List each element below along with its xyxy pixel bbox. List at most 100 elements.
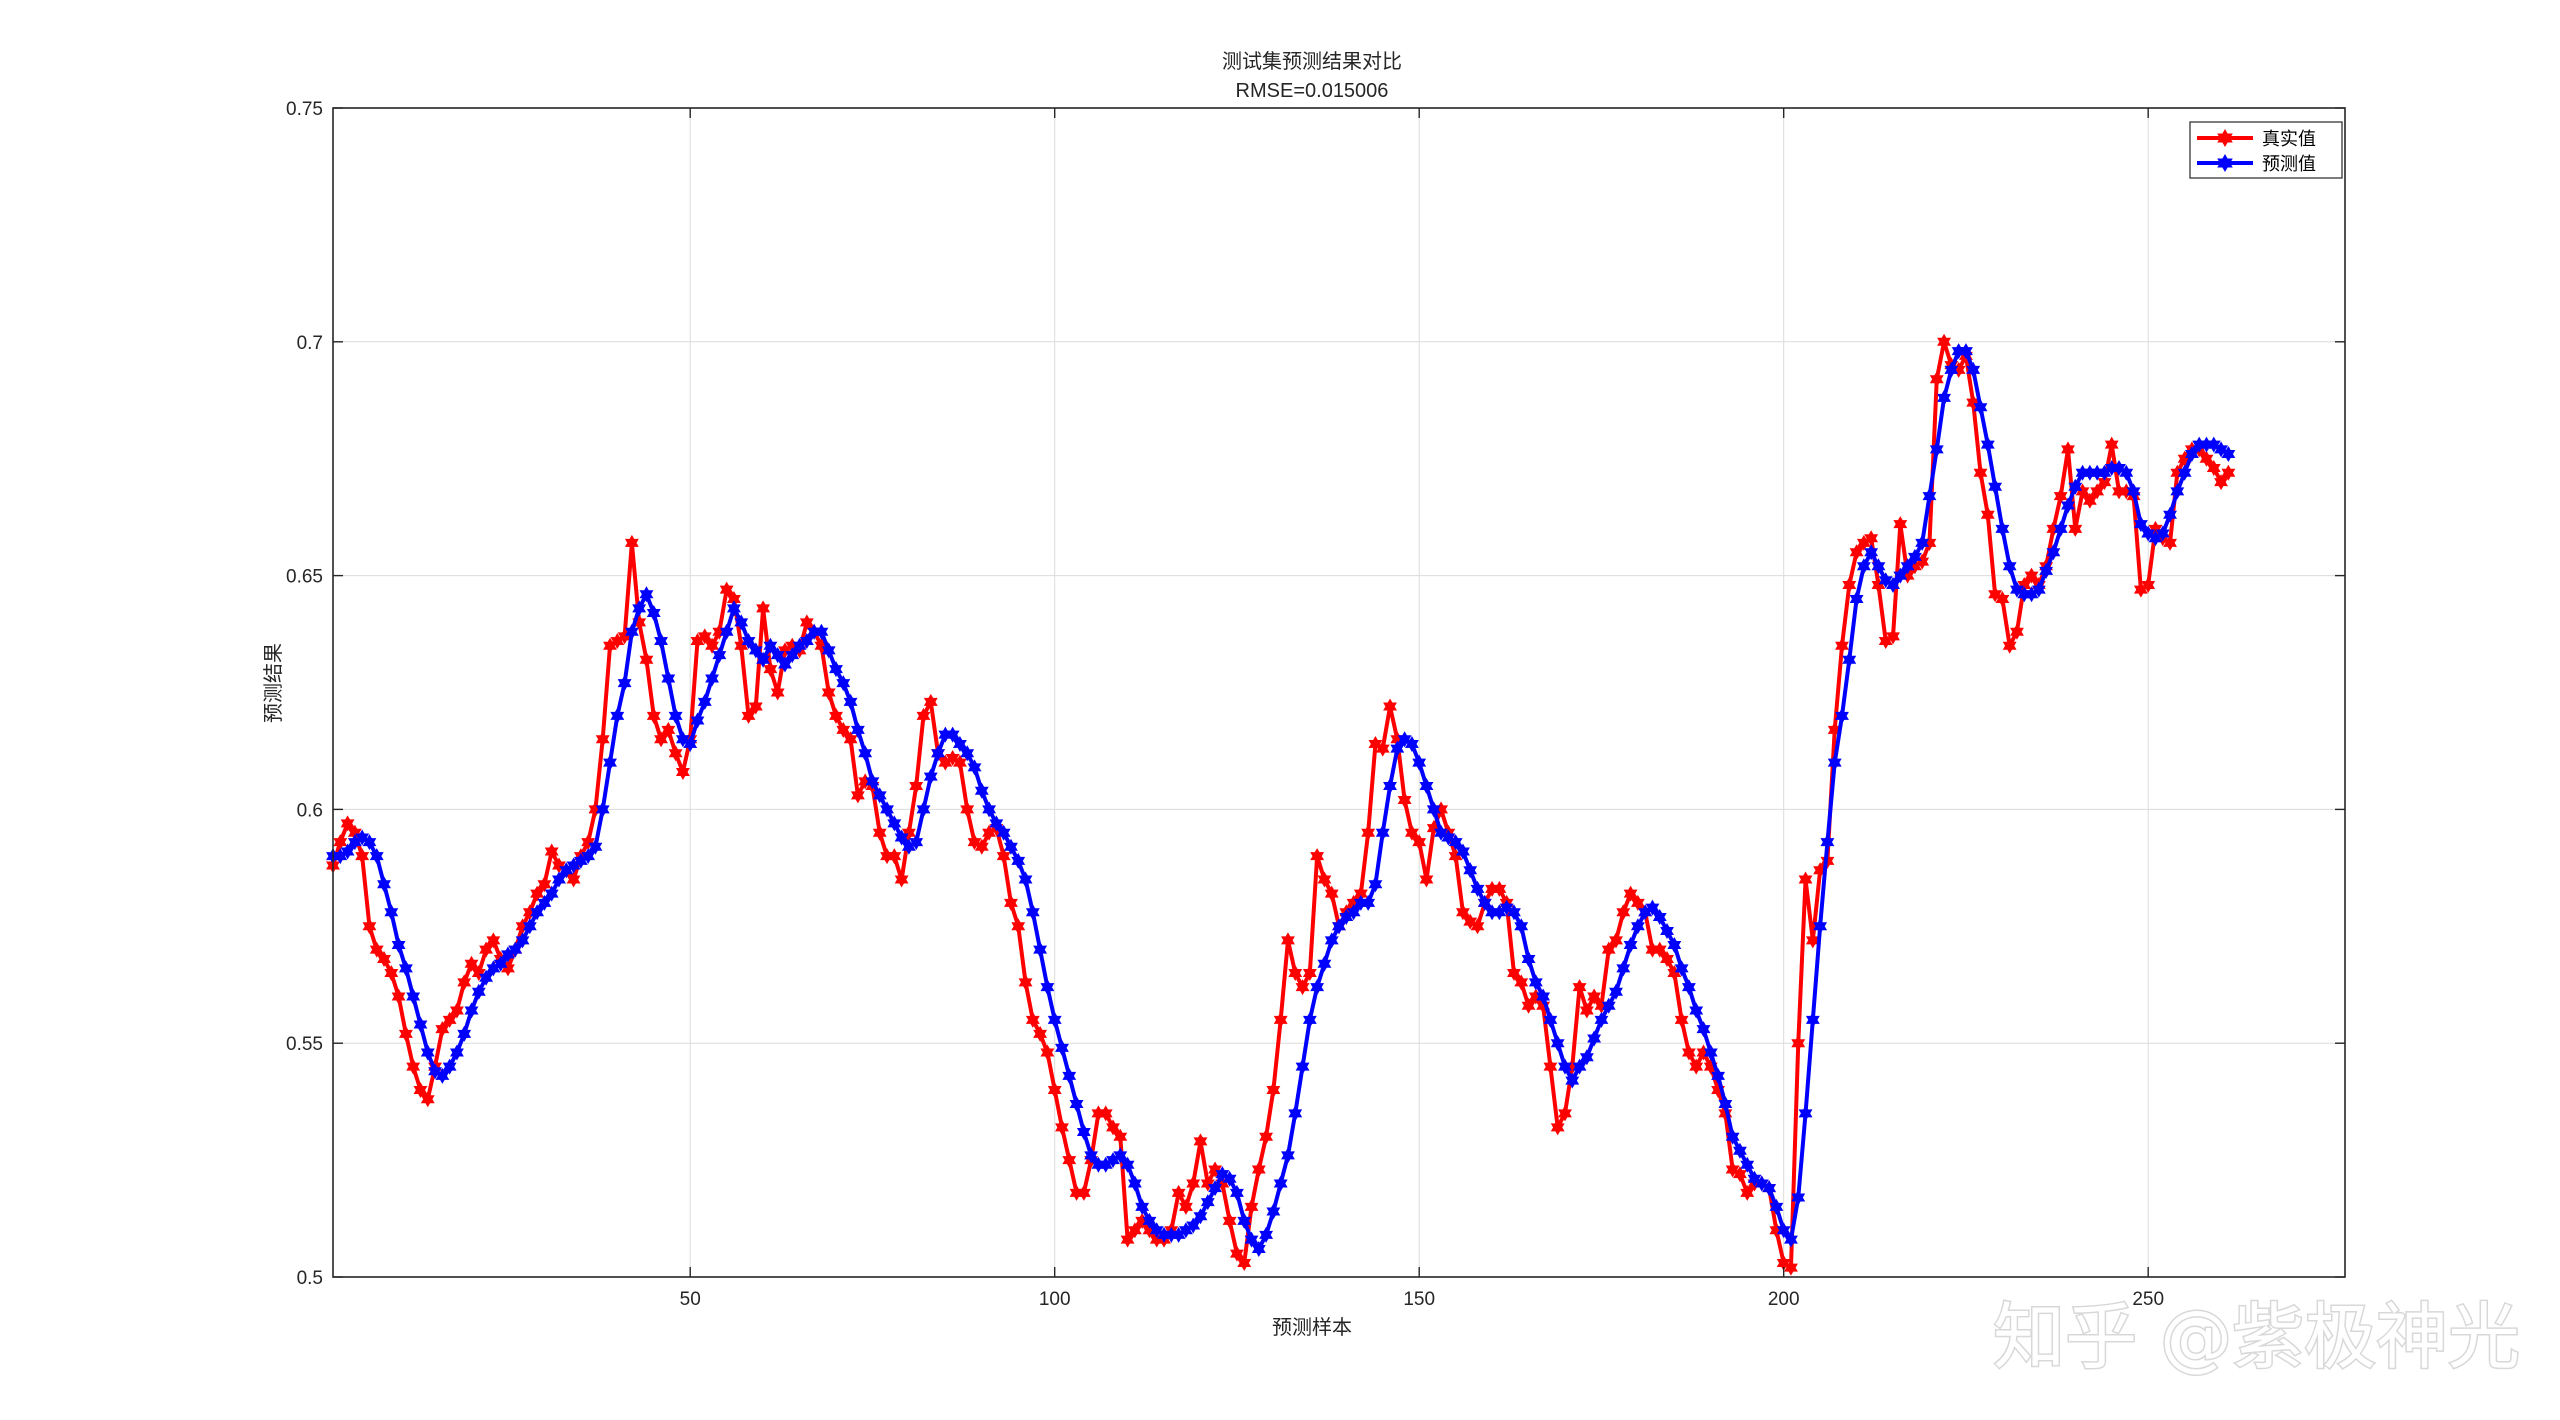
data-point [705,637,719,654]
data-point [1011,852,1026,869]
data-point [1864,544,1879,561]
legend-label-pred: 预测值 [2262,154,2316,175]
data-point [1601,941,1616,958]
data-point [1820,834,1835,851]
data-point [1324,932,1339,949]
data-point [2061,497,2075,514]
data-point [697,628,712,645]
data-point [1244,1231,1259,1248]
data-point [1805,932,1820,949]
data-point [1929,441,1944,458]
data-point [2002,637,2017,654]
data-point [1033,1025,1048,1042]
data-point [588,838,603,855]
data-point [741,707,756,724]
data-point [967,759,982,776]
data-point [595,731,610,748]
data-point [748,642,763,659]
data-point [1980,506,1995,523]
data-point [741,633,756,650]
chart-subtitle: RMSE=0.015006 [1236,80,1389,102]
data-point [1251,1240,1266,1257]
data-point [1733,1166,1747,1183]
data-point [1025,1011,1040,1028]
data-point [2155,525,2170,542]
data-point [1776,1222,1791,1239]
data-point [1368,735,1383,752]
x-tick-label: 150 [1403,1289,1435,1310]
data-point [1572,1058,1587,1075]
data-point [1230,1245,1244,1262]
data-point [1040,979,1055,996]
data-point [1346,904,1361,921]
y-axis-label: 预测结果 [261,643,285,723]
data-point [1791,1035,1806,1052]
data-point [1762,1180,1777,1197]
data-point [1390,740,1405,757]
data-point [1076,1184,1091,1201]
data-point [464,1002,479,1019]
data-point [471,983,486,1000]
data-point [960,801,975,818]
data-point [1674,1011,1689,1028]
data-point [1251,1161,1266,1178]
data-point [442,1011,457,1028]
data-point [1514,918,1529,935]
data-point [1922,488,1937,505]
data-point [1623,937,1638,953]
data-point [850,721,865,738]
data-point [398,960,413,977]
data-point [872,824,887,841]
data-point [1725,1128,1740,1145]
data-point [1375,740,1390,757]
data-point [1076,1124,1091,1141]
data-point [799,633,814,650]
data-point [2046,544,2061,561]
data-point [355,829,370,846]
data-point [1674,960,1689,977]
data-point [1281,1147,1295,1164]
data-point [1864,530,1879,547]
data-point [909,778,924,795]
data-point [1477,894,1492,911]
data-point [1798,1105,1813,1122]
data-point [719,623,734,640]
data-point [486,932,501,949]
data-point [1368,876,1383,893]
data-point [1062,1067,1077,1084]
data-point [763,661,778,678]
data-point [982,801,997,818]
data-point [1842,651,1857,668]
series-line-1 [333,349,2230,1251]
data-point [1288,965,1303,982]
data-point [727,590,741,607]
data-point [1025,904,1040,921]
data-point [1098,1105,1113,1122]
data-point [1579,1002,1594,1019]
data-point [1470,880,1485,897]
data-point [2068,520,2083,537]
data-point [1900,558,1915,575]
x-tick-label: 100 [1039,1289,1071,1310]
data-point [1827,754,1842,771]
x-tick-label: 250 [2132,1289,2164,1310]
data-point [1616,960,1631,977]
data-point [1259,1128,1274,1145]
data-point [2090,483,2105,500]
data-point [1273,1175,1288,1192]
data-point [2097,474,2112,491]
data-point [1528,974,1543,991]
data-point [1084,1147,1099,1164]
data-point [1470,918,1485,935]
data-point [369,848,384,865]
data-point [581,848,596,865]
x-tick-label: 50 [680,1289,701,1310]
data-point [530,885,545,902]
data-point [1047,1011,1062,1028]
data-point [1317,871,1332,888]
data-point [1222,1170,1237,1187]
data-point [1193,1208,1208,1225]
data-point [1222,1212,1237,1229]
data-point [632,600,647,617]
data-point [362,834,377,851]
